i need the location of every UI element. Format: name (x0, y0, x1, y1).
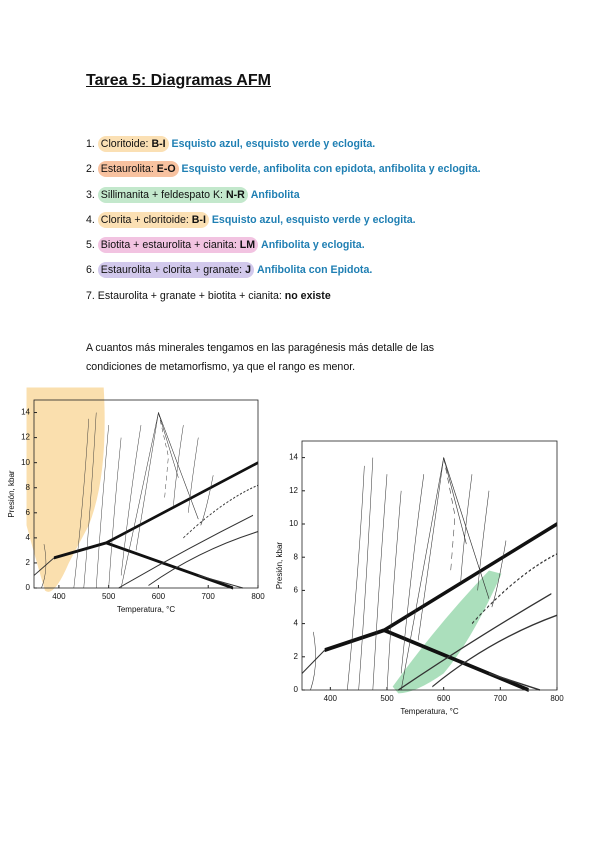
highlight: Sillimanita + feldespato K: N-R (97, 187, 248, 203)
y-tick-label: 2 (294, 652, 299, 661)
minerals: Estaurolita + clorita + granate: (100, 264, 243, 276)
list-item: 6. Estaurolita + clorita + granate: J An… (86, 262, 373, 278)
item-number: 7. (86, 290, 95, 302)
paragraph: A cuantos más minerales tengamos en las … (86, 342, 435, 373)
y-axis-label: Presión, kbar (275, 542, 284, 589)
x-axis-label: Temperatura, °C (117, 605, 176, 614)
list-item: 2. Estaurolita: E-O Esquisto verde, anfi… (86, 161, 481, 177)
y-tick-label: 10 (21, 458, 30, 467)
facies: Anfibolita y eclogita. (261, 239, 365, 251)
x-tick-label: 500 (102, 592, 116, 601)
list-item: 3. Sillimanita + feldespato K: N-R Anfib… (86, 187, 300, 203)
y-tick-label: 12 (289, 486, 298, 495)
plot-frame (33, 399, 259, 589)
y-tick-label: 4 (294, 619, 299, 628)
item-number: 3. (86, 189, 95, 201)
list-item: 1. Cloritoide: B-I Esquisto azul, esquis… (86, 136, 376, 152)
item-number: 2. (86, 163, 95, 175)
item-number: 1. (86, 138, 95, 150)
y-tick-label: 14 (21, 408, 30, 417)
x-tick-label: 700 (202, 592, 216, 601)
y-tick-label: 6 (26, 508, 31, 517)
highlight: Estaurolita + clorita + granate: J (97, 262, 254, 278)
list-item: 7. Estaurolita + granate + biotita + cia… (86, 290, 331, 302)
shading (392, 570, 502, 694)
y-tick-label: 6 (294, 586, 299, 595)
highlight: Biotita + estaurolita + cianita: LM (97, 237, 259, 253)
code: J (245, 264, 251, 276)
y-tick-label: 4 (26, 533, 31, 542)
x-tick-label: 500 (380, 694, 394, 703)
facies: Anfibolita con Epidota. (256, 264, 373, 276)
y-tick-label: 14 (289, 453, 298, 462)
x-tick-label: 600 (152, 592, 166, 601)
x-tick-label: 700 (494, 694, 508, 703)
code: no existe (284, 290, 331, 302)
shading (26, 387, 105, 592)
facies: Esquisto azul, esquisto verde y eclogita… (171, 138, 376, 150)
minerals: Clorita + cloritoide: (100, 214, 189, 226)
code: B-I (151, 138, 166, 150)
y-tick-label: 10 (289, 519, 298, 528)
x-tick-label: 600 (437, 694, 451, 703)
x-tick-label: 800 (550, 694, 564, 703)
y-tick-label: 0 (26, 583, 31, 592)
title: Tarea 5: Diagramas AFM (86, 72, 271, 89)
code: N-R (225, 189, 245, 201)
y-axis-label: Presión, kbar (7, 470, 16, 517)
x-axis-label: Temperatura, °C (400, 707, 459, 716)
y-tick-label: 2 (26, 558, 31, 567)
item-number: 4. (86, 214, 95, 226)
x-tick-label: 400 (324, 694, 338, 703)
facies: Esquisto azul, esquisto verde y eclogita… (211, 214, 416, 226)
list-item: 4. Clorita + cloritoide: B-I Esquisto az… (86, 212, 416, 228)
y-tick-label: 8 (294, 552, 299, 561)
highlight: Estaurolita: E-O (97, 161, 179, 177)
plot-frame (301, 440, 558, 691)
item-number: 5. (86, 239, 95, 251)
code: E-O (156, 163, 176, 175)
code: B-I (191, 214, 206, 226)
minerals: Cloritoide: (100, 138, 149, 150)
minerals: Biotita + estaurolita + cianita: (100, 239, 237, 251)
x-tick-label: 400 (52, 592, 66, 601)
minerals: Sillimanita + feldespato K: (100, 189, 223, 201)
y-tick-label: 8 (26, 483, 31, 492)
list-item: 5. Biotita + estaurolita + cianita: LM A… (86, 237, 365, 253)
highlight: Clorita + cloritoide: B-I (97, 212, 209, 228)
figure (300, 455, 559, 694)
facies: Esquisto verde, anfibolita con epidota, … (181, 163, 481, 175)
figure (26, 387, 260, 592)
facies: Anfibolita (250, 189, 300, 201)
code: LM (239, 239, 256, 251)
y-tick-label: 0 (294, 685, 299, 694)
item-number: 6. (86, 264, 95, 276)
x-tick-label: 800 (251, 592, 265, 601)
minerals: Estaurolita: (100, 163, 154, 175)
y-tick-label: 12 (21, 433, 30, 442)
highlight: Cloritoide: B-I (97, 136, 169, 152)
highlight: Estaurolita + granate + biotita + cianit… (98, 290, 331, 302)
minerals: Estaurolita + granate + biotita + cianit… (97, 290, 282, 302)
